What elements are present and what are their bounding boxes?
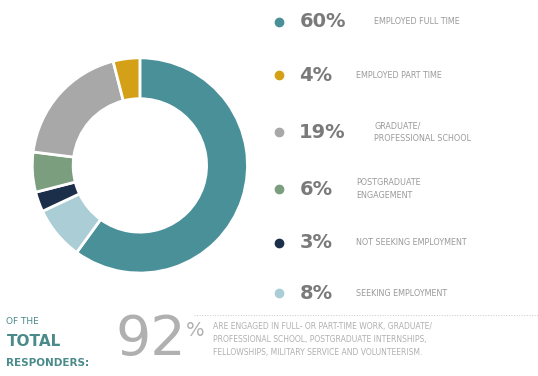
Text: 3%: 3%	[299, 233, 332, 252]
Text: 6%: 6%	[299, 180, 332, 199]
Text: 8%: 8%	[299, 284, 332, 303]
Wedge shape	[32, 152, 75, 192]
Text: %: %	[186, 321, 204, 340]
Text: 92: 92	[116, 313, 186, 367]
Text: EMPLOYED PART TIME: EMPLOYED PART TIME	[356, 71, 442, 80]
Wedge shape	[36, 182, 80, 211]
Wedge shape	[113, 58, 140, 101]
Text: GRADUATE/
PROFESSIONAL SCHOOL: GRADUATE/ PROFESSIONAL SCHOOL	[374, 121, 471, 143]
Text: EMPLOYED FULL TIME: EMPLOYED FULL TIME	[374, 17, 460, 26]
Text: TOTAL: TOTAL	[6, 335, 61, 349]
Wedge shape	[43, 194, 101, 253]
Wedge shape	[76, 58, 247, 273]
Text: RESPONDERS:: RESPONDERS:	[6, 358, 90, 368]
Text: SEEKING EMPLOYMENT: SEEKING EMPLOYMENT	[356, 289, 447, 298]
Text: 60%: 60%	[299, 12, 346, 31]
Text: ARE ENGAGED IN FULL- OR PART-TIME WORK, GRADUATE/
PROFESSIONAL SCHOOL, POSTGRADU: ARE ENGAGED IN FULL- OR PART-TIME WORK, …	[213, 322, 431, 357]
Text: 19%: 19%	[299, 123, 346, 142]
Text: OF THE: OF THE	[6, 317, 39, 326]
Text: NOT SEEKING EMPLOYMENT: NOT SEEKING EMPLOYMENT	[356, 238, 466, 247]
Wedge shape	[33, 61, 123, 157]
Text: POSTGRADUATE
ENGAGEMENT: POSTGRADUATE ENGAGEMENT	[356, 178, 420, 200]
Text: 4%: 4%	[299, 66, 332, 85]
